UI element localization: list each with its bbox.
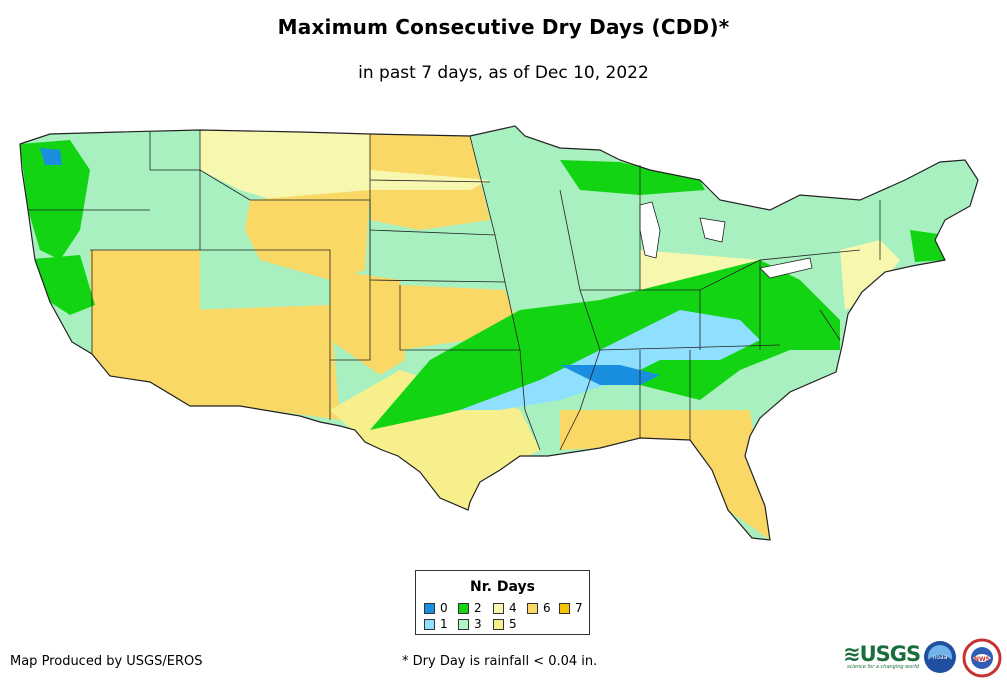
legend-item-1: 1 [424,617,448,631]
usgs-tagline: science for a changing world [847,664,919,670]
legend-label-6: 6 [543,601,551,615]
noaa-logo: noaa [924,641,956,673]
legend-swatch-2 [458,602,469,614]
legend-label-1: 1 [440,617,448,631]
border-nebraska-kansas [369,279,506,283]
noaa-logo-wave [928,655,952,669]
legend-item-5: 5 [493,617,517,631]
legend-swatch-0 [424,602,435,614]
region-2-days-upper-michigan [560,160,705,195]
region-0-days-washington [40,148,62,165]
border-mississippi-west [469,135,541,451]
map-title: Maximum Consecutive Dry Days (CDD)* [277,15,730,39]
legend-label-5: 5 [509,617,517,631]
legend-item-4: 4 [493,601,517,615]
border-kansas-oklahoma [399,285,520,351]
region-2-days-northwest [20,140,90,260]
legend-title: Nr. Days [470,579,535,595]
region-2-days-new-england [910,230,945,262]
legend-label-4: 4 [509,601,517,615]
legend-label-2: 2 [474,601,482,615]
legend-swatch-3 [458,618,469,630]
legend-swatch-4 [493,602,504,614]
border-tennessee [599,344,781,351]
region-4-days-montana [200,130,370,202]
noaa-logo-text: noaa [933,654,948,661]
map-credit: Map Produced by USGS/EROS [10,654,203,669]
legend-swatch-7 [559,602,570,614]
nws-logo-cloud [973,654,991,662]
cdd-regions [20,126,978,540]
dry-day-footnote: * Dry Day is rainfall < 0.04 in. [402,654,598,669]
region-4-days-mid-atlantic [840,240,900,310]
legend-swatch-6 [527,602,538,614]
map-subtitle: in past 7 days, as of Dec 10, 2022 [358,63,649,83]
legend: Nr. Days 0 1 2 3 4 5 6 7 [415,570,590,635]
region-6-days-arizona-nm [185,305,340,420]
border-plains-west [330,134,371,361]
border-new-york [759,249,861,261]
usgs-logo-text: ≋USGS [843,642,921,666]
nws-logo-text: NWS [974,656,990,663]
legend-item-7: 7 [559,601,583,615]
legend-label-7: 7 [575,601,583,615]
legend-swatch-1 [424,618,435,630]
legend-item-0: 0 [424,601,448,615]
legend-item-3: 3 [458,617,482,631]
lake-huron [699,217,726,243]
border-montana [199,130,251,201]
border-virginia [819,309,841,341]
border-dakotas [369,179,491,183]
border-nebraska-north [369,229,496,236]
region-6-days-southeast [560,410,770,540]
legend-item-2: 2 [458,601,482,615]
region-1-day-band [460,310,760,410]
state-borders [28,130,881,451]
region-0-days [560,365,660,385]
region-6-days-colorado [330,270,405,375]
region-6-days-wyoming [245,190,370,280]
region-2-days-band [370,260,840,430]
us-map [19,125,979,541]
usgs-logo: ≋USGS science for a changing world [843,642,921,672]
legend-item-6: 6 [527,601,551,615]
legend-label-0: 0 [440,601,448,615]
legend-label-3: 3 [474,617,482,631]
region-4-days-north-dakota [370,170,490,190]
border-utah-colorado [200,249,331,420]
legend-swatch-5 [493,618,504,630]
lake-erie [759,257,813,279]
nws-logo: NWS [962,638,1002,678]
